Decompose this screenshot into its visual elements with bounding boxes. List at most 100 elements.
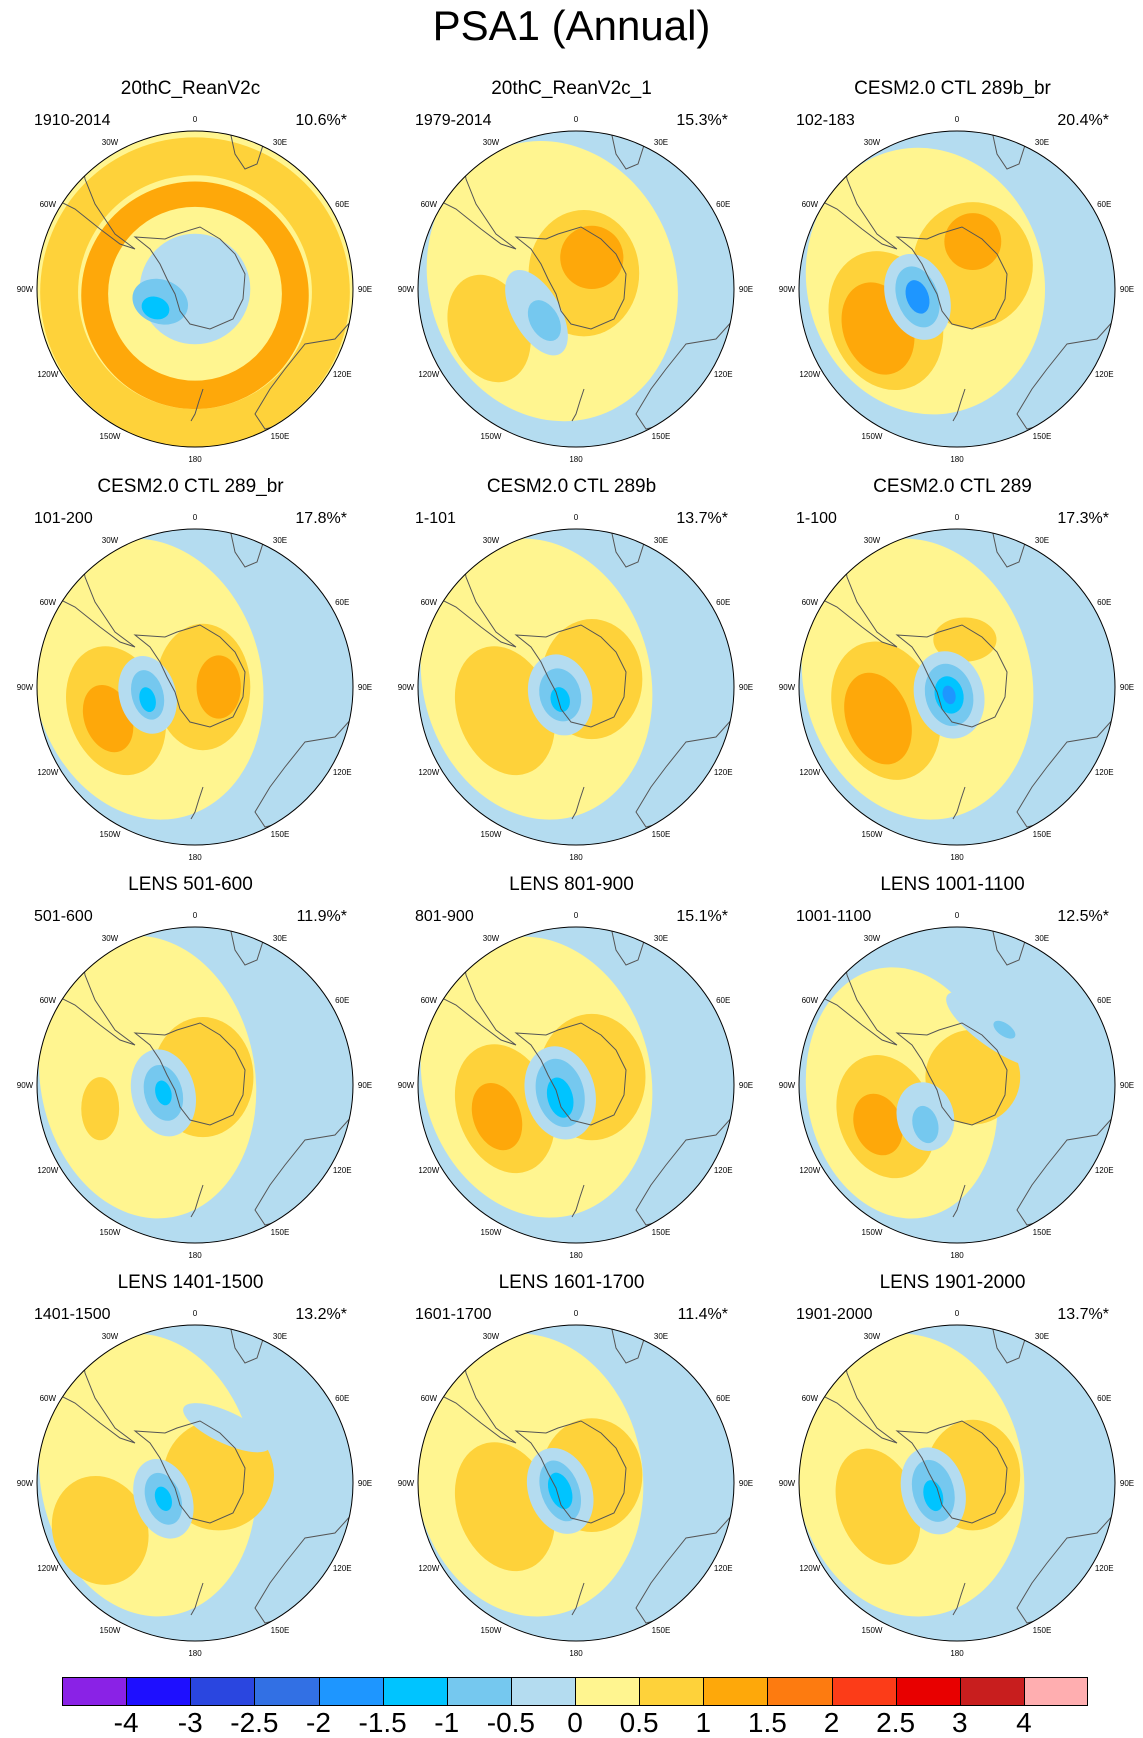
longitude-label: 30W — [483, 1332, 500, 1341]
map-panel: LENS 1001-1100 1001-1100 12.5%* 0 30E 60E 90E 1… — [762, 874, 1143, 1272]
south-america-coastline — [425, 148, 517, 250]
longitude-label: 150E — [652, 1228, 671, 1237]
map-boundary — [417, 528, 735, 846]
longitude-label: 30W — [102, 138, 119, 147]
antarctica-coastline — [514, 624, 627, 728]
new-zealand-coastline — [190, 388, 204, 422]
longitude-label: 90W — [398, 683, 415, 692]
contour-region — [923, 1480, 944, 1512]
polar-map: 0 30E 60E 90E 120E 150E 180 150W 120W 90W 60W 30W — [779, 513, 1134, 862]
panel-title: CESM2.0 CTL 289_br — [97, 476, 284, 497]
polar-map: 0 30E 60E 90E 120E 150E 180 150W 120W 90W 60W 30W — [17, 1309, 372, 1658]
figure-title: PSA1 (Annual) — [432, 2, 711, 49]
longitude-label: 120W — [418, 370, 439, 379]
longitude-label: 0 — [574, 1309, 579, 1318]
map-panel: CESM2.0 CTL 289 1-100 17.3%* 0 30E 60E 90E 120E… — [762, 476, 1143, 874]
longitude-label: 150E — [271, 432, 290, 441]
polar-map: 0 30E 60E 90E 120E 150E 180 150W 120W 90W 60W 30W — [398, 513, 753, 862]
longitude-label: 120W — [418, 1166, 439, 1175]
longitude-label: 120E — [1095, 768, 1114, 777]
panel-variance-percent: 11.9%* — [296, 908, 347, 925]
colorbar-swatch — [639, 1677, 705, 1706]
longitude-label: 90W — [398, 285, 415, 294]
panel-variance-percent: 13.7%* — [1057, 1306, 1109, 1323]
longitude-label: 150E — [652, 830, 671, 839]
panel-title: LENS 1001-1100 — [880, 874, 1025, 895]
longitude-label: 150W — [862, 432, 883, 441]
map-boundary — [36, 528, 354, 846]
antarctica-coastline — [895, 1420, 1008, 1524]
longitude-label: 120W — [799, 370, 820, 379]
contour-region — [546, 1077, 574, 1118]
colorbar-swatch — [1023, 1677, 1088, 1706]
longitude-label: 90E — [739, 285, 753, 294]
new-zealand-coastline — [571, 388, 585, 422]
colorbar-swatch — [959, 1677, 1025, 1706]
antarctica-coastline — [514, 1420, 627, 1524]
polar-map: 0 30E 60E 90E 120E 150E 180 150W 120W 90W 60W 30W — [779, 1309, 1134, 1658]
longitude-label: 90E — [1120, 1081, 1134, 1090]
panel-title: 20thC_ReanV2c — [120, 78, 261, 99]
longitude-label: 30W — [483, 934, 500, 943]
longitude-label: 150W — [100, 1228, 121, 1237]
longitude-label: 120E — [333, 370, 352, 379]
contour-region — [993, 1020, 1016, 1039]
map-boundary — [798, 528, 1116, 846]
longitude-label: 0 — [193, 911, 198, 920]
panel-variance-percent: 11.4%* — [677, 1306, 728, 1323]
longitude-label: 180 — [569, 455, 583, 464]
new-zealand-coastline — [190, 1184, 204, 1218]
contour-region — [560, 225, 624, 289]
africa-coastline — [610, 529, 647, 568]
longitude-label: 150E — [1033, 830, 1052, 839]
longitude-label: 30W — [102, 1332, 119, 1341]
longitude-label: 180 — [188, 853, 202, 862]
map-boundary — [417, 1324, 735, 1642]
contour-region — [527, 300, 561, 342]
longitude-label: 30W — [864, 1332, 881, 1341]
antarctica-coastline — [895, 226, 1008, 330]
south-america-coastline — [425, 944, 517, 1046]
longitude-label: 90E — [739, 1081, 753, 1090]
panel-period: 1-101 — [415, 510, 456, 527]
antarctica-coastline — [895, 1022, 1008, 1126]
longitude-label: 90E — [739, 683, 753, 692]
colorbar-tick-label: -0.5 — [486, 1707, 535, 1738]
south-america-coastline — [44, 546, 136, 648]
south-america-coastline — [44, 148, 136, 250]
longitude-label: 150W — [100, 432, 121, 441]
colorbar-swatch — [254, 1677, 320, 1706]
polar-map: 0 30E 60E 90E 120E 150E 180 150W 120W 90W 60W 30W — [17, 115, 372, 464]
panel-period: 1979-2014 — [415, 112, 492, 129]
longitude-label: 60W — [802, 1394, 819, 1403]
panel-period: 1001-1100 — [796, 908, 872, 925]
new-zealand-coastline — [952, 1184, 966, 1218]
longitude-label: 180 — [569, 1649, 583, 1658]
polar-map: 0 30E 60E 90E 120E 150E 180 150W 120W 90W 60W 30W — [17, 911, 372, 1260]
longitude-label: 60W — [40, 200, 57, 209]
panel-period: 1601-1700 — [415, 1306, 492, 1323]
longitude-label: 150W — [100, 830, 121, 839]
longitude-label: 150W — [481, 432, 502, 441]
longitude-label: 150W — [481, 830, 502, 839]
map-panel: CESM2.0 CTL 289_br 101-200 17.8%* 0 30E 60E 90… — [0, 476, 381, 874]
longitude-label: 90E — [358, 285, 372, 294]
colorbar-swatch — [446, 1677, 512, 1706]
antarctica-coastline — [133, 226, 246, 330]
longitude-label: 30E — [273, 536, 287, 545]
panel-period: 1901-2000 — [796, 1306, 873, 1323]
contour-region — [905, 280, 930, 314]
longitude-label: 120E — [714, 1564, 733, 1573]
map-panel: LENS 1401-1500 1401-1500 13.2%* 0 30E 60E 90E 1… — [0, 1272, 381, 1670]
longitude-label: 60E — [1097, 996, 1111, 1005]
africa-coastline — [229, 529, 266, 568]
longitude-label: 120E — [333, 768, 352, 777]
longitude-label: 90E — [739, 1479, 753, 1488]
longitude-label: 30E — [1035, 536, 1049, 545]
contour-region — [154, 1486, 172, 1511]
longitude-label: 90W — [398, 1081, 415, 1090]
antarctica-coastline — [514, 1022, 627, 1126]
longitude-label: 180 — [950, 853, 964, 862]
longitude-label: 150E — [271, 830, 290, 839]
panel-variance-percent: 12.5%* — [1057, 908, 1109, 925]
